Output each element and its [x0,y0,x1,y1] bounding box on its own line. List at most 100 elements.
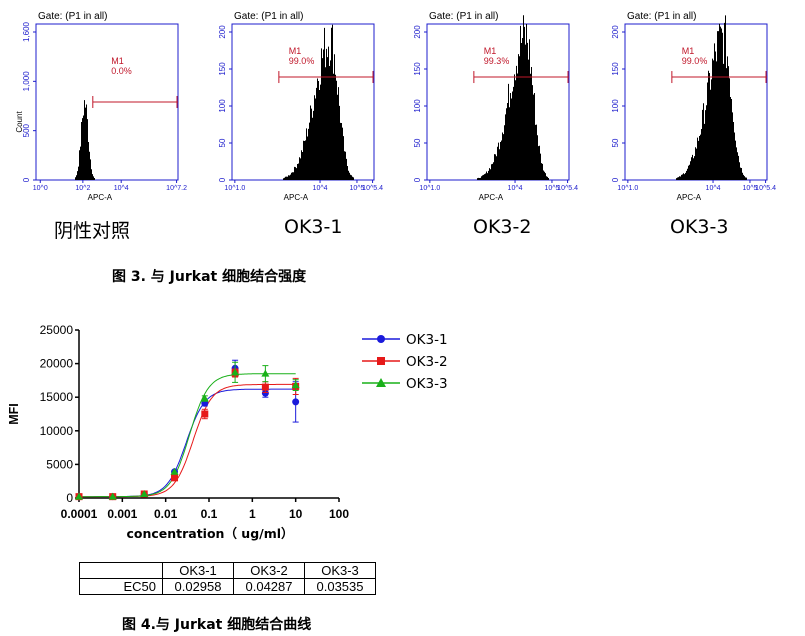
y-tick-label: 0 [611,177,620,182]
data-point-ok3-3 [261,369,270,377]
y-tick-label: 50 [413,138,422,147]
x-tick-label: 0.001 [107,507,137,521]
ec50-header-blank [79,562,163,579]
histogram-panel-ok3-3: Gate: (P1 in all) 0 50 100 150 200 10^1.0 10^4 1… [603,8,793,228]
ec50-value-ok3-3: 0.03535 [304,578,376,595]
x-tick-label: 10 [289,507,303,521]
legend-entry-ok3-1: OK3-1 [362,330,502,352]
ec50-row-label: EC50 [79,578,163,595]
y-tick-label: 150 [611,62,620,76]
y-tick-label: 0 [413,177,422,182]
y-tick-label: 100 [218,99,227,113]
x-tick-label: 10^1.0 [617,185,638,192]
figure-4-caption: 图 4.与 Jurkat 细胞结合曲线 [122,617,312,633]
x-axis-label: concentration（ ug/ml） [126,526,293,541]
data-point-ok3-3 [140,489,149,497]
y-tick-label: 0 [22,177,31,182]
sample-label-ok3-2: OK3-2 [473,216,532,238]
histogram-ok3-3: Gate: (P1 in all) 0 50 100 150 200 10^1.0 10^4 1… [611,11,776,202]
figure-3-caption: 图 3. 与 Jurkat 细胞结合强度 [112,269,307,285]
ec50-value-ok3-2: 0.04287 [233,578,305,595]
x-axis-label: APC-A [677,193,702,202]
y-tick-label: 200 [218,25,227,39]
data-point-ok3-1 [292,398,300,406]
y-tick-label: 500 [22,123,31,137]
data-point-ok3-3 [75,492,83,500]
ec50-table-header-row: OK3-1 OK3-2 OK3-3 [79,562,376,579]
gate-percent: 99.0% [682,56,708,66]
legend-entry-ok3-2: OK3-2 [362,352,502,374]
x-tick-label: 10^4 [508,185,523,192]
x-axis-label: APC-A [284,193,309,202]
gate-name: M1 [484,46,497,56]
gate-name: M1 [111,56,124,66]
data-point-ok3-3 [231,368,240,376]
sample-label-ok3-3: OK3-3 [670,216,729,238]
chart-legend: OK3-1 OK3-2 OK3-3 [362,330,502,396]
gate-label: Gate: (P1 in all) [627,11,696,22]
gate-name: M1 [289,46,302,56]
y-tick-label: 1,600 [22,21,31,42]
histogram-bars [676,15,747,180]
x-tick-label: 10^4 [313,185,328,192]
x-tick-label: 100 [329,507,349,521]
ec50-header-ok3-1: OK3-1 [162,562,234,579]
y-tick-label: 5000 [46,457,73,471]
x-tick-label: 10^0 [33,185,48,192]
x-tick-label: 0.1 [201,507,218,521]
y-tick-label: 0 [66,491,73,505]
data-point-ok3-2 [201,410,209,418]
histogram-panel-ok3-2: Gate: (P1 in all) 0 50 100 150 200 10^1.0 10^4 1… [405,8,595,228]
y-tick-label: 100 [413,99,422,113]
ec50-value-ok3-1: 0.02958 [162,578,234,595]
y-tick-label: 50 [611,138,620,147]
data-point-ok3-1 [261,389,269,397]
y-tick-label: 150 [218,62,227,76]
y-tick-label: 25000 [40,323,74,337]
data-point-ok3-2 [171,474,179,482]
x-tick-label: 10^7.2 [166,185,187,192]
histogram-bars [283,24,354,180]
legend-marker-ok3-1 [362,335,400,343]
y-tick-label: 100 [611,99,620,113]
x-tick-label: 1 [249,507,256,521]
x-tick-label: 10^5.4 [362,185,383,192]
gate-percent: 99.3% [484,56,510,66]
x-tick-label: 10^5 [742,185,757,192]
y-tick-label: 0 [218,177,227,182]
legend-marker-ok3-2 [362,357,400,365]
x-tick-label: 10^5 [349,185,364,192]
y-tick-label: 200 [413,25,422,39]
histogram-ok3-2: Gate: (P1 in all) 0 50 100 150 200 10^1.0 10^4 1… [413,11,578,202]
ec50-table-value-row: EC50 0.02958 0.04287 0.03535 [79,578,376,595]
x-tick-label: 10^4 [114,185,129,192]
data-point-ok3-2 [261,383,269,391]
legend-label-ok3-3: OK3-3 [406,376,448,392]
x-tick-label: 10^4 [706,185,721,192]
gate-percent: 0.0% [111,66,132,76]
x-tick-label: 0.01 [154,507,178,521]
x-tick-label: 10^5.4 [557,185,578,192]
legend-marker-ok3-3 [362,378,400,387]
x-axis-label: APC-A [88,193,113,202]
gate-name: M1 [682,46,695,56]
y-tick-label: 150 [413,62,422,76]
data-point-ok3-3 [170,467,179,475]
y-tick-label: 1,000 [22,71,31,92]
y-tick-label: 15000 [40,390,74,404]
x-tick-label: 10^2 [75,185,90,192]
histogram-panel-ok3-1: Gate: (P1 in all) 0 50 100 150 200 10^1.0 10^4 1… [210,8,400,228]
histogram-bars [477,15,549,180]
ec50-table: OK3-1 OK3-2 OK3-3 EC50 0.02958 0.04287 0… [79,562,376,595]
histogram-ok3-1: Gate: (P1 in all) 0 50 100 150 200 10^1.0 10^4 1… [218,11,383,202]
data-point-ok3-3 [108,492,117,500]
y-axis-label: MFI [7,403,21,425]
gate-label: Gate: (P1 in all) [429,11,498,22]
ec50-header-ok3-2: OK3-2 [233,562,305,579]
x-tick-label: 10^1.0 [224,185,245,192]
gate-label: Gate: (P1 in all) [38,11,107,22]
x-tick-label: 10^1.0 [419,185,440,192]
x-axis-label: APC-A [479,193,504,202]
gate-label: Gate: (P1 in all) [234,11,303,22]
legend-label-ok3-1: OK3-1 [406,332,448,348]
